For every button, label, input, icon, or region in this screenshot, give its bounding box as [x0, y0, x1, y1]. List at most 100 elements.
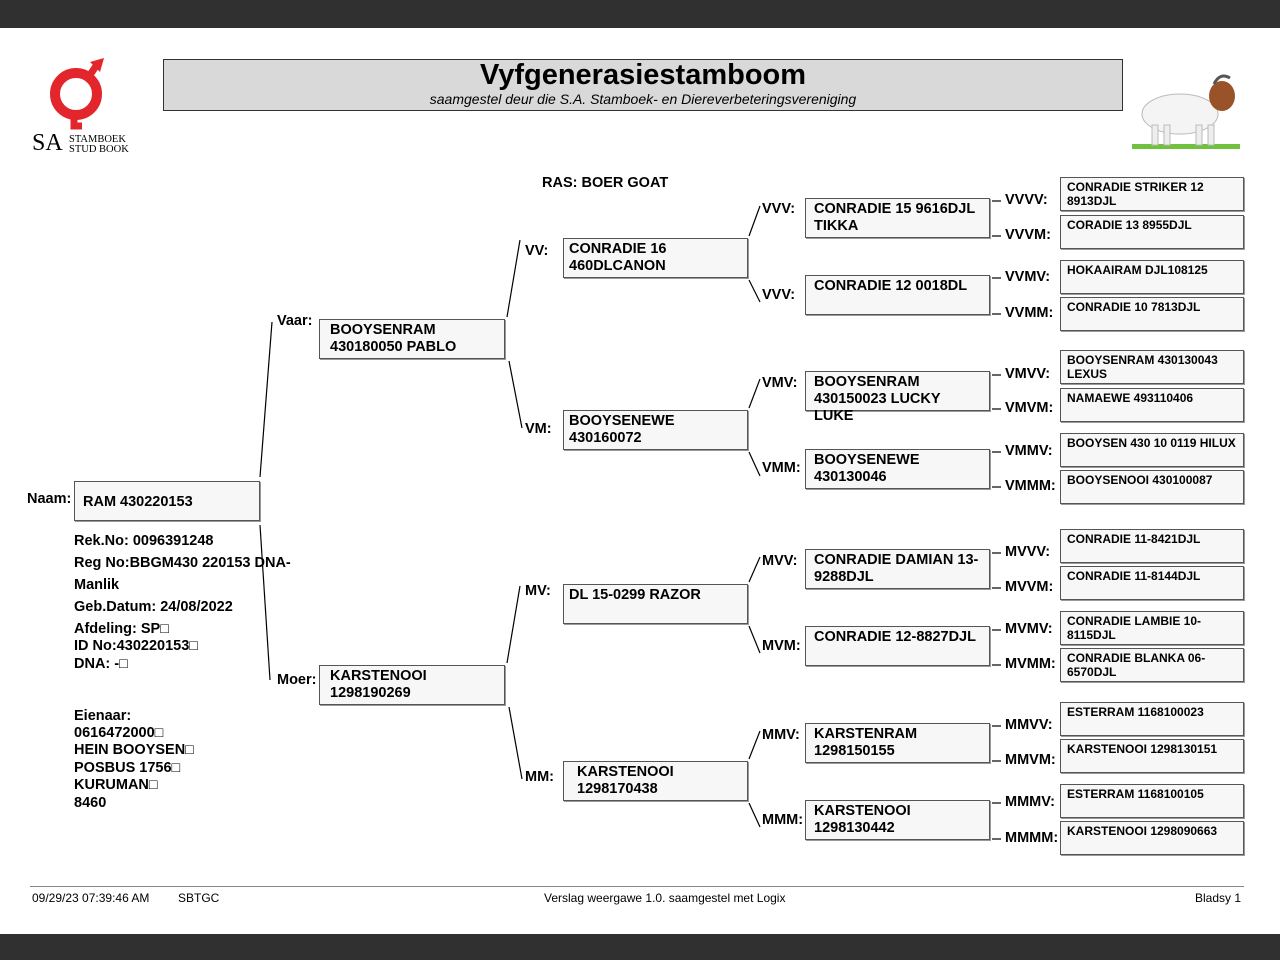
connector-line: [748, 279, 761, 303]
gen3-ancestor-box: CONRADIE 15 9616DJL TIKKA: [805, 198, 990, 238]
gen4-label: VMVV:: [1005, 366, 1051, 382]
animal-name-box: RAM 430220153: [74, 481, 260, 521]
dna: DNA: -□: [74, 656, 128, 672]
gen4-label: VMMM:: [1005, 478, 1056, 494]
owner-town: KURUMAN□: [74, 777, 158, 793]
bottom-bar: [0, 934, 1280, 960]
owner-postcode: 8460: [74, 795, 107, 811]
gen4-label: VVMM:: [1005, 305, 1054, 321]
gen4-label: MMVM:: [1005, 752, 1056, 768]
ancestor-name: KARSTENRAM 1298150155: [814, 726, 918, 759]
gen1-ancestor-box: BOOYSENRAM 430180050 PABLO: [319, 319, 505, 359]
ancestor-name: DL 15-0299 RAZOR: [569, 587, 701, 603]
animal-name: RAM 430220153: [83, 494, 193, 510]
logo-studbook: STUD BOOK: [69, 144, 129, 155]
gen4-ancestor-box: BOOYSENOOI 430100087: [1060, 470, 1244, 504]
connector-line: [748, 451, 761, 477]
gen4-label: VVMV:: [1005, 269, 1051, 285]
gen3-label: VMV:: [762, 375, 798, 391]
gen2-ancestor-box: BOOYSENEWE 430160072: [563, 410, 748, 450]
gen4-ancestor-box: CONRADIE LAMBIE 10-8115DJL: [1060, 611, 1244, 645]
ancestor-name: CONRADIE 15 9616DJL TIKKA: [814, 201, 975, 234]
gen4-ancestor-box: CONRADIE 10 7813DJL: [1060, 297, 1244, 331]
gen4-label: VVVM:: [1005, 227, 1051, 243]
gen4-label: VMVM:: [1005, 400, 1054, 416]
connector-line: [506, 585, 521, 664]
gen3-label: VVV:: [762, 201, 796, 217]
gen3-label: VVV:: [762, 287, 796, 303]
gen4-ancestor-box: CONRADIE STRIKER 12 8913DJL: [1060, 177, 1244, 211]
gen2-ancestor-box: KARSTENOOI 1298170438: [563, 761, 748, 801]
gen4-ancestor-box: ESTERRAM 1168100023: [1060, 702, 1244, 736]
gen4-ancestor-box: CONRADIE 11-8421DJL: [1060, 529, 1244, 563]
ancestor-name: BOOYSENRAM 430180050 PABLO: [330, 322, 457, 355]
gen4-ancestor-box: BOOYSENRAM 430130043 LEXUS: [1060, 350, 1244, 384]
ancestor-name: KARSTENOOI 1298190269: [330, 668, 427, 701]
footer-page: Bladsy 1: [1195, 891, 1242, 905]
gen3-label: MVV:: [762, 553, 798, 569]
gen3-label: MVM:: [762, 638, 801, 654]
connector-line: [506, 239, 521, 318]
footer-code: SBTGC: [178, 891, 220, 905]
gen1-label: Vaar:: [277, 313, 313, 329]
gen2-ancestor-box: CONRADIE 16 460DLCANON: [563, 238, 748, 278]
connector-line: [748, 556, 761, 583]
logo: SA STAMBOEK STUD BOOK: [30, 56, 135, 156]
top-bar: [0, 0, 1280, 28]
owner-phone: 0616472000□: [74, 725, 164, 741]
gen4-label: MVVM:: [1005, 579, 1054, 595]
connector-line: [508, 706, 523, 780]
ancestor-name: BOOYSENRAM 430130043 LEXUS: [1067, 353, 1218, 381]
gen3-ancestor-box: KARSTENOOI 1298130442: [805, 800, 990, 840]
connector-line: [748, 625, 761, 654]
gen3-label: MMV:: [762, 727, 800, 743]
gen3-label: MMM:: [762, 812, 804, 828]
gen4-label: MVVV:: [1005, 544, 1051, 560]
ancestor-name: CONRADIE 12 0018DL: [814, 278, 968, 294]
gen3-ancestor-box: BOOYSENEWE 430130046: [805, 449, 990, 489]
page-title: Vyfgenerasiestamboom: [479, 59, 807, 91]
owner-label: Eienaar:: [74, 708, 132, 724]
ancestor-name: CONRADIE 10 7813DJL: [1067, 300, 1201, 314]
owner-address: POSBUS 1756□: [74, 760, 181, 776]
sex: Manlik: [74, 577, 120, 593]
ancestor-name: KARSTENOOI 1298130442: [814, 803, 911, 836]
ancestor-name: ESTERRAM 1168100023: [1067, 705, 1204, 719]
connector-line: [748, 730, 761, 760]
connector-line: [508, 360, 523, 429]
logo-sa: SA: [32, 130, 63, 156]
ancestor-name: CONRADIE STRIKER 12 8913DJL: [1067, 180, 1204, 208]
gen4-ancestor-box: CORADIE 13 8955DJL: [1060, 215, 1244, 249]
ancestor-name: KARSTENOOI 1298090663: [1067, 824, 1218, 838]
gen3-ancestor-box: BOOYSENRAM 430150023 LUCKY LUKE: [805, 371, 990, 424]
birth-date: Geb.Datum: 24/08/2022: [74, 599, 233, 615]
gen2-ancestor-box: DL 15-0299 RAZOR: [563, 584, 748, 624]
gen4-label: MMMM:: [1005, 830, 1059, 846]
ancestor-name: CONRADIE 11-8421DJL: [1067, 532, 1201, 546]
ancestor-name: CORADIE 13 8955DJL: [1067, 218, 1192, 232]
ancestor-name: KARSTENOOI 1298170438: [577, 764, 674, 797]
animal-label: Naam:: [27, 491, 72, 507]
connector-line: [748, 378, 761, 409]
id-no: ID No:430220153□: [74, 638, 199, 654]
gen3-ancestor-box: KARSTENRAM 1298150155: [805, 723, 990, 763]
gen4-label: MVMV:: [1005, 621, 1053, 637]
gen3-ancestor-box: CONRADIE 12 0018DL: [805, 275, 990, 315]
gen4-label: MVMM:: [1005, 656, 1056, 672]
page-subtitle: saamgestel deur die S.A. Stamboek- en Di…: [429, 91, 857, 107]
gen1-label: Moer:: [277, 672, 317, 688]
rek-no: Rek.No: 0096391248: [74, 533, 214, 549]
gen4-ancestor-box: NAMAEWE 493110406: [1060, 388, 1244, 422]
logo-symbol-icon: [50, 58, 104, 130]
reg-no: Reg No:BBGM430 220153 DNA-: [74, 555, 291, 571]
gen4-label: MMMV:: [1005, 794, 1055, 810]
ancestor-name: BOOYSENEWE 430130046: [814, 452, 920, 485]
goat-image: [1130, 70, 1242, 150]
ancestor-name: CONRADIE BLANKA 06-6570DJL: [1067, 651, 1206, 679]
gen4-ancestor-box: KARSTENOOI 1298090663: [1060, 821, 1244, 855]
ancestor-name: BOOYSENOOI 430100087: [1067, 473, 1213, 487]
ancestor-name: HOKAAIRAM DJL108125: [1067, 263, 1208, 277]
gen4-label: MMVV:: [1005, 717, 1053, 733]
ancestor-name: BOOYSENRAM 430150023 LUCKY LUKE: [814, 374, 941, 424]
